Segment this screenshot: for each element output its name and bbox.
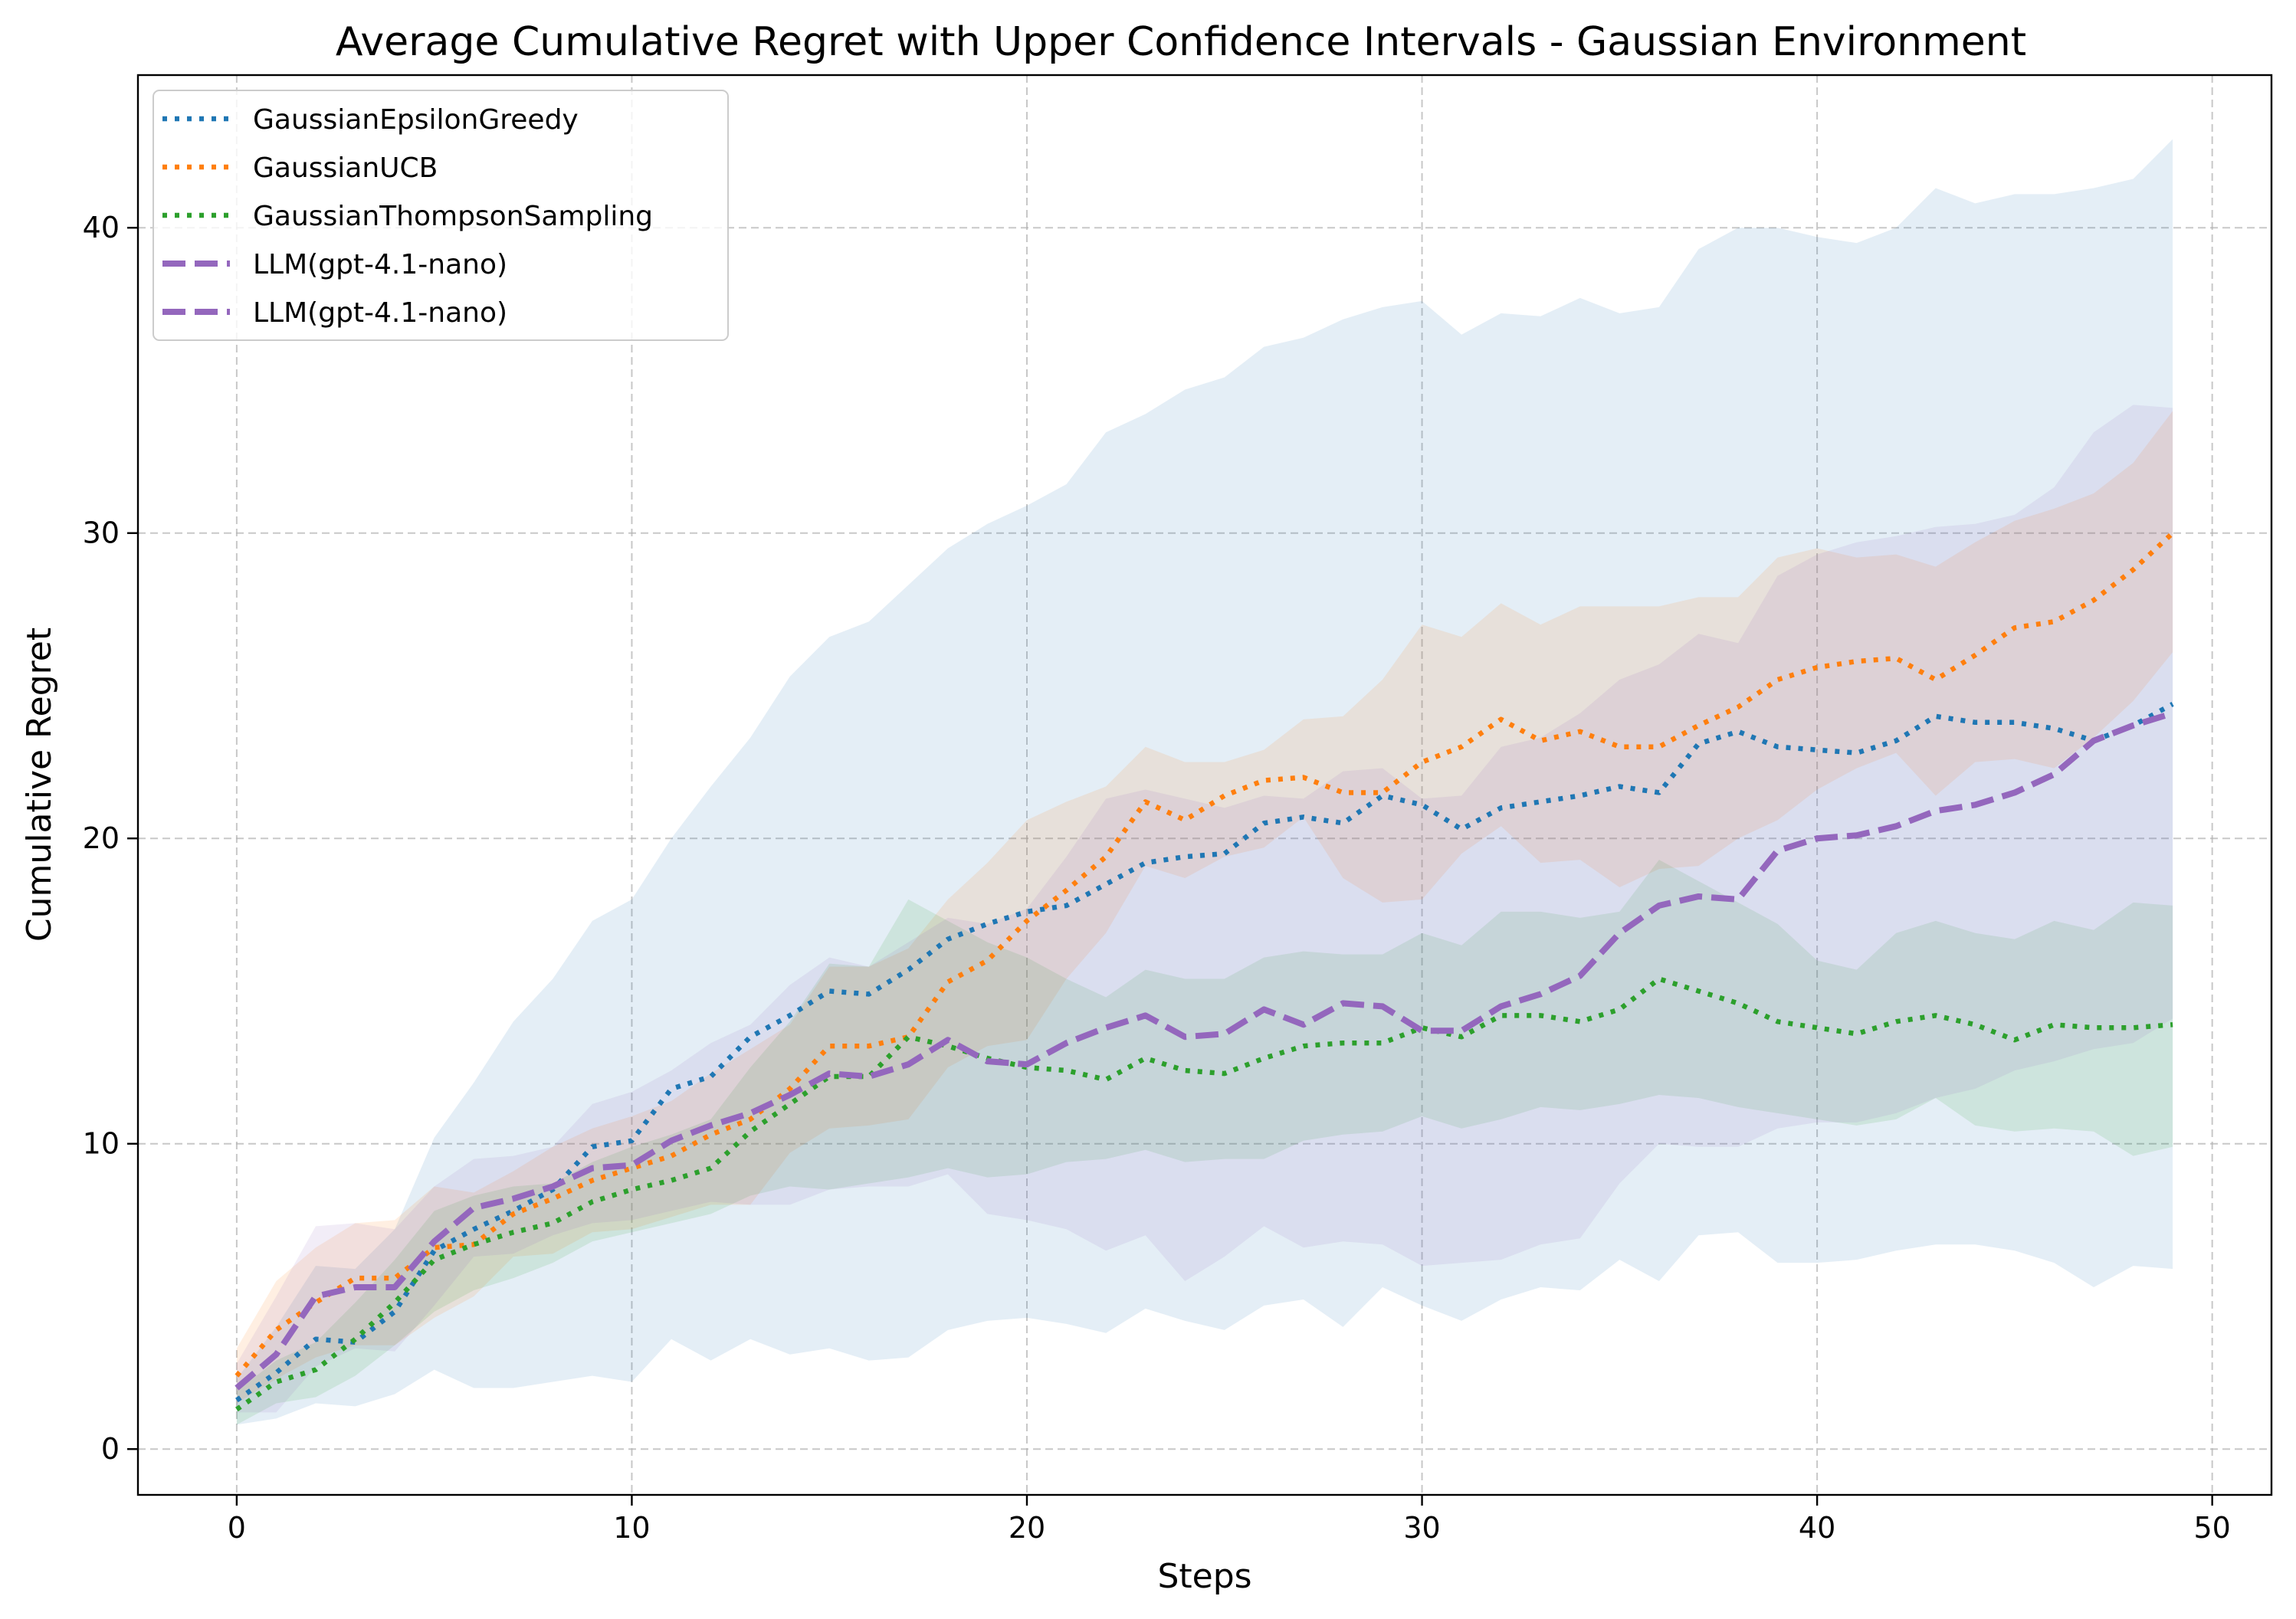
legend-label: GaussianThompsonSampling [253, 201, 653, 232]
x-tick-label: 10 [613, 1511, 650, 1545]
legend-label: LLM(gpt-4.1-nano) [253, 297, 507, 329]
chart-title: Average Cumulative Regret with Upper Con… [336, 19, 2026, 65]
series-line-gaussianthompsonsampling [235, 976, 2173, 1412]
plot-frame [136, 74, 2273, 1496]
legend-box [153, 90, 729, 341]
axis-ticks: 0 10 20 30 40 50 0 10 20 30 40 [83, 211, 2231, 1545]
confidence-band-llm-gpt-4-1-nano [236, 405, 2173, 1413]
legend-label: GaussianEpsilonGreedy [253, 104, 579, 136]
legend-label: GaussianUCB [253, 152, 438, 184]
y-tick-label: 40 [83, 211, 120, 244]
x-tick-label: 30 [1403, 1511, 1440, 1545]
confidence-band-gaussianthompsonsampling [236, 860, 2173, 1425]
y-tick-label: 0 [101, 1432, 120, 1466]
y-tick-label: 20 [83, 821, 120, 855]
y-tick-label: 10 [83, 1127, 120, 1161]
legend: GaussianEpsilonGreedy GaussianUCB Gaussian… [153, 90, 729, 341]
confidence-band-gaussianepsilongreedy [236, 139, 2173, 1425]
x-tick-label: 20 [1009, 1511, 1045, 1545]
legend-label: LLM(gpt-4.1-nano) [253, 249, 507, 280]
y-tick-label: 30 [83, 516, 120, 550]
x-tick-label: 50 [2193, 1511, 2230, 1545]
x-axis-label: Steps [1157, 1557, 1251, 1596]
confidence-band-gaussianucb [236, 411, 2173, 1404]
confidence-bands [236, 139, 2173, 1425]
series-line-gaussianucb [235, 531, 2175, 1378]
series-lines [235, 531, 2175, 1412]
x-tick-label: 40 [1799, 1511, 1835, 1545]
y-axis-label: Cumulative Regret [20, 628, 59, 942]
series-line-llm-gpt-4-1-nano [235, 710, 2174, 1391]
x-tick-label: 0 [228, 1511, 246, 1545]
